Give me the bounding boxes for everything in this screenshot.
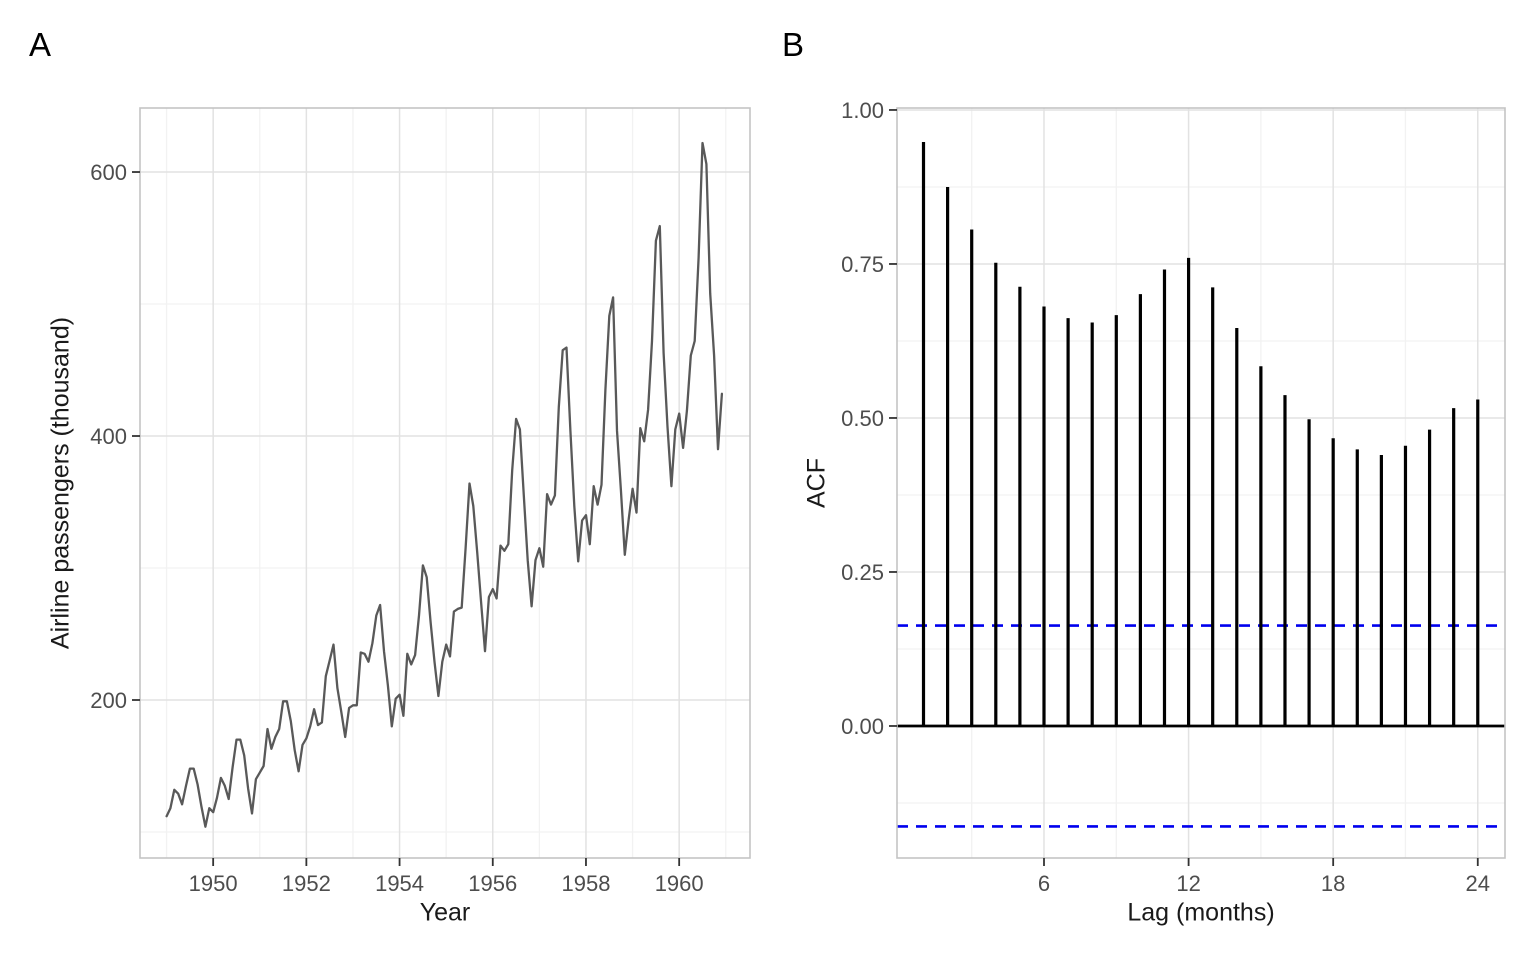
panel-a-tag: A xyxy=(29,26,52,63)
axis-tick-labels: 6 12 18 24 1.00 0.75 0.50 0.25 0.00 xyxy=(841,98,1490,896)
x-tick-label: 1956 xyxy=(468,871,517,896)
panel-a-x-axis-title: Year xyxy=(419,898,471,927)
panel-a: 1950 1952 1954 1956 1958 1960 600 400 200 xyxy=(90,107,751,896)
x-tick-label: 1954 xyxy=(375,871,424,896)
y-tick-label: 0.50 xyxy=(841,406,884,431)
panel-a-y-axis-title: Airline passengers (thousand) xyxy=(46,316,75,650)
y-tick-label: 200 xyxy=(90,688,127,713)
y-tick-label: 0.00 xyxy=(841,714,884,739)
y-tick-label: 600 xyxy=(90,160,127,185)
axis-ticks xyxy=(132,171,681,866)
x-tick-label: 6 xyxy=(1038,871,1050,896)
y-tick-label: 400 xyxy=(90,424,127,449)
x-tick-label: 24 xyxy=(1466,871,1490,896)
x-tick-label: 18 xyxy=(1321,871,1345,896)
minor-gridlines xyxy=(140,108,750,858)
airline-passengers-series-line xyxy=(165,141,724,828)
axis-tick-labels: 1950 1952 1954 1956 1958 1960 600 400 200 xyxy=(90,160,703,896)
panel-b-tag: B xyxy=(782,26,805,63)
axis-ticks xyxy=(889,109,1479,866)
x-tick-label: 12 xyxy=(1176,871,1200,896)
panel-border xyxy=(139,107,751,859)
x-tick-label: 1950 xyxy=(189,871,238,896)
x-tick-label: 1960 xyxy=(655,871,704,896)
x-tick-label: 1952 xyxy=(282,871,331,896)
minor-gridlines xyxy=(897,108,1505,858)
y-tick-label: 0.75 xyxy=(841,252,884,277)
major-gridlines xyxy=(140,108,750,858)
confidence-bounds xyxy=(897,624,1505,828)
y-tick-label: 0.25 xyxy=(841,560,884,585)
panel-b-x-axis-title: Lag (months) xyxy=(1127,898,1275,927)
major-gridlines xyxy=(897,108,1505,858)
panel-b: 6 12 18 24 1.00 0.75 0.50 0.25 0.00 xyxy=(841,98,1506,896)
panel-border xyxy=(896,107,1506,859)
y-tick-label: 1.00 xyxy=(841,98,884,123)
x-tick-label: 1958 xyxy=(561,871,610,896)
panel-b-y-axis-title: ACF xyxy=(802,458,831,508)
acf-bars xyxy=(921,142,1480,726)
